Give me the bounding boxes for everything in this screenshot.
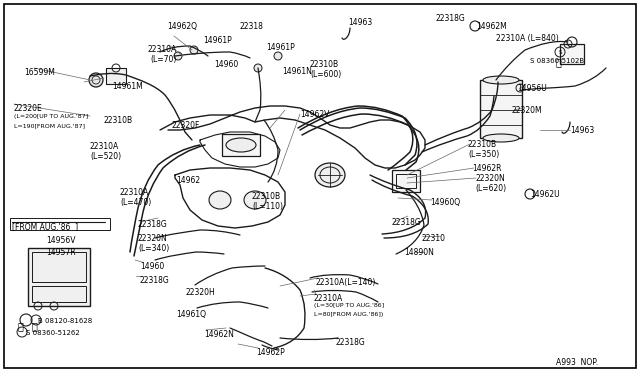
- Text: 14962V: 14962V: [300, 110, 330, 119]
- Text: L=80[FROM AUG.'86]): L=80[FROM AUG.'86]): [314, 312, 383, 317]
- Ellipse shape: [226, 138, 256, 152]
- Text: S 08360-51262: S 08360-51262: [26, 330, 80, 336]
- Text: (L=620): (L=620): [475, 184, 506, 193]
- Text: 14961P: 14961P: [266, 43, 295, 52]
- Text: 16599M: 16599M: [24, 68, 55, 77]
- Circle shape: [174, 52, 182, 60]
- Text: S 08360-5102B: S 08360-5102B: [530, 58, 584, 64]
- Text: 22320F: 22320F: [172, 121, 200, 130]
- Text: 22310: 22310: [422, 234, 446, 243]
- Text: 14960Q: 14960Q: [430, 198, 460, 207]
- Text: Ⓑ: Ⓑ: [31, 321, 37, 331]
- Text: 22310B: 22310B: [468, 140, 497, 149]
- Text: 14962U: 14962U: [530, 190, 559, 199]
- Text: 14962N: 14962N: [204, 330, 234, 339]
- Text: [FROM AUG.'86  ]: [FROM AUG.'86 ]: [12, 222, 78, 231]
- Text: A993  NOP.: A993 NOP.: [556, 358, 598, 367]
- Text: 14957R: 14957R: [46, 248, 76, 257]
- Bar: [10, 218, 110, 230]
- Text: 22310B: 22310B: [310, 60, 339, 69]
- Text: 22318: 22318: [240, 22, 264, 31]
- Text: (L=110): (L=110): [252, 202, 283, 211]
- Text: 14956U: 14956U: [517, 84, 547, 93]
- Text: (L=470): (L=470): [120, 198, 151, 207]
- Text: 14962M: 14962M: [476, 22, 507, 31]
- Text: 22318G: 22318G: [392, 218, 422, 227]
- Text: (L=520): (L=520): [90, 152, 121, 161]
- Text: 22318G: 22318G: [138, 220, 168, 229]
- Text: 14961N: 14961N: [282, 67, 312, 76]
- Circle shape: [89, 73, 103, 87]
- Text: 14961Q: 14961Q: [176, 310, 206, 319]
- Text: 14956V: 14956V: [46, 236, 76, 245]
- Text: 22310A: 22310A: [314, 294, 343, 303]
- Text: 14961M: 14961M: [112, 82, 143, 91]
- Text: 22310A(L=140): 22310A(L=140): [316, 278, 376, 287]
- Bar: [32, 286, 86, 302]
- Text: Ⓢ: Ⓢ: [555, 57, 561, 67]
- Text: 22320N: 22320N: [475, 174, 505, 183]
- Ellipse shape: [483, 134, 519, 142]
- Text: 22310A: 22310A: [148, 45, 177, 54]
- Text: 22320H: 22320H: [186, 288, 216, 297]
- Text: (L=600): (L=600): [310, 70, 341, 79]
- Text: 14960: 14960: [214, 60, 238, 69]
- Text: 22310A (L=840): 22310A (L=840): [496, 34, 559, 43]
- Text: (L=350): (L=350): [468, 150, 499, 159]
- Text: 22320M: 22320M: [512, 106, 543, 115]
- Text: 22318G: 22318G: [436, 14, 466, 23]
- Text: S: S: [558, 49, 562, 55]
- Text: 14962R: 14962R: [472, 164, 502, 173]
- Ellipse shape: [244, 191, 266, 209]
- Text: L=190[FROM AUG.'87]: L=190[FROM AUG.'87]: [14, 123, 85, 128]
- Text: (L=30[UP TO AUG.'86]: (L=30[UP TO AUG.'86]: [314, 303, 384, 308]
- Text: 22310B: 22310B: [104, 116, 133, 125]
- Text: 22310A: 22310A: [120, 188, 149, 197]
- Text: 14962P: 14962P: [256, 348, 285, 357]
- Text: 14890N: 14890N: [404, 248, 434, 257]
- Bar: [222, 134, 260, 156]
- Text: 22320N: 22320N: [138, 234, 168, 243]
- Circle shape: [254, 64, 262, 72]
- Bar: [28, 248, 90, 306]
- Text: 22318G: 22318G: [140, 276, 170, 285]
- Circle shape: [274, 52, 282, 60]
- Text: 14960: 14960: [140, 262, 164, 271]
- Text: 22318G: 22318G: [336, 338, 365, 347]
- Bar: [396, 174, 416, 188]
- Text: Ⓢ: Ⓢ: [17, 321, 23, 331]
- Ellipse shape: [315, 163, 345, 187]
- Text: 14962: 14962: [176, 176, 200, 185]
- Text: 22310B: 22310B: [252, 192, 281, 201]
- Bar: [480, 80, 522, 138]
- Text: 22320E: 22320E: [14, 104, 43, 113]
- Text: 14962Q: 14962Q: [167, 22, 197, 31]
- Bar: [392, 170, 420, 192]
- Ellipse shape: [483, 76, 519, 84]
- Text: 14963: 14963: [348, 18, 372, 27]
- Text: (L=70): (L=70): [150, 55, 177, 64]
- Text: (L=340): (L=340): [138, 244, 169, 253]
- Text: 22310A: 22310A: [90, 142, 119, 151]
- Text: (L=200[UP TO AUG.'87]: (L=200[UP TO AUG.'87]: [14, 114, 88, 119]
- Bar: [106, 68, 126, 84]
- Bar: [32, 252, 86, 282]
- Bar: [560, 44, 584, 64]
- Text: B 08120-81628: B 08120-81628: [38, 318, 92, 324]
- Ellipse shape: [209, 191, 231, 209]
- Circle shape: [190, 46, 198, 54]
- Text: 14963: 14963: [570, 126, 595, 135]
- Text: 14961P: 14961P: [203, 36, 232, 45]
